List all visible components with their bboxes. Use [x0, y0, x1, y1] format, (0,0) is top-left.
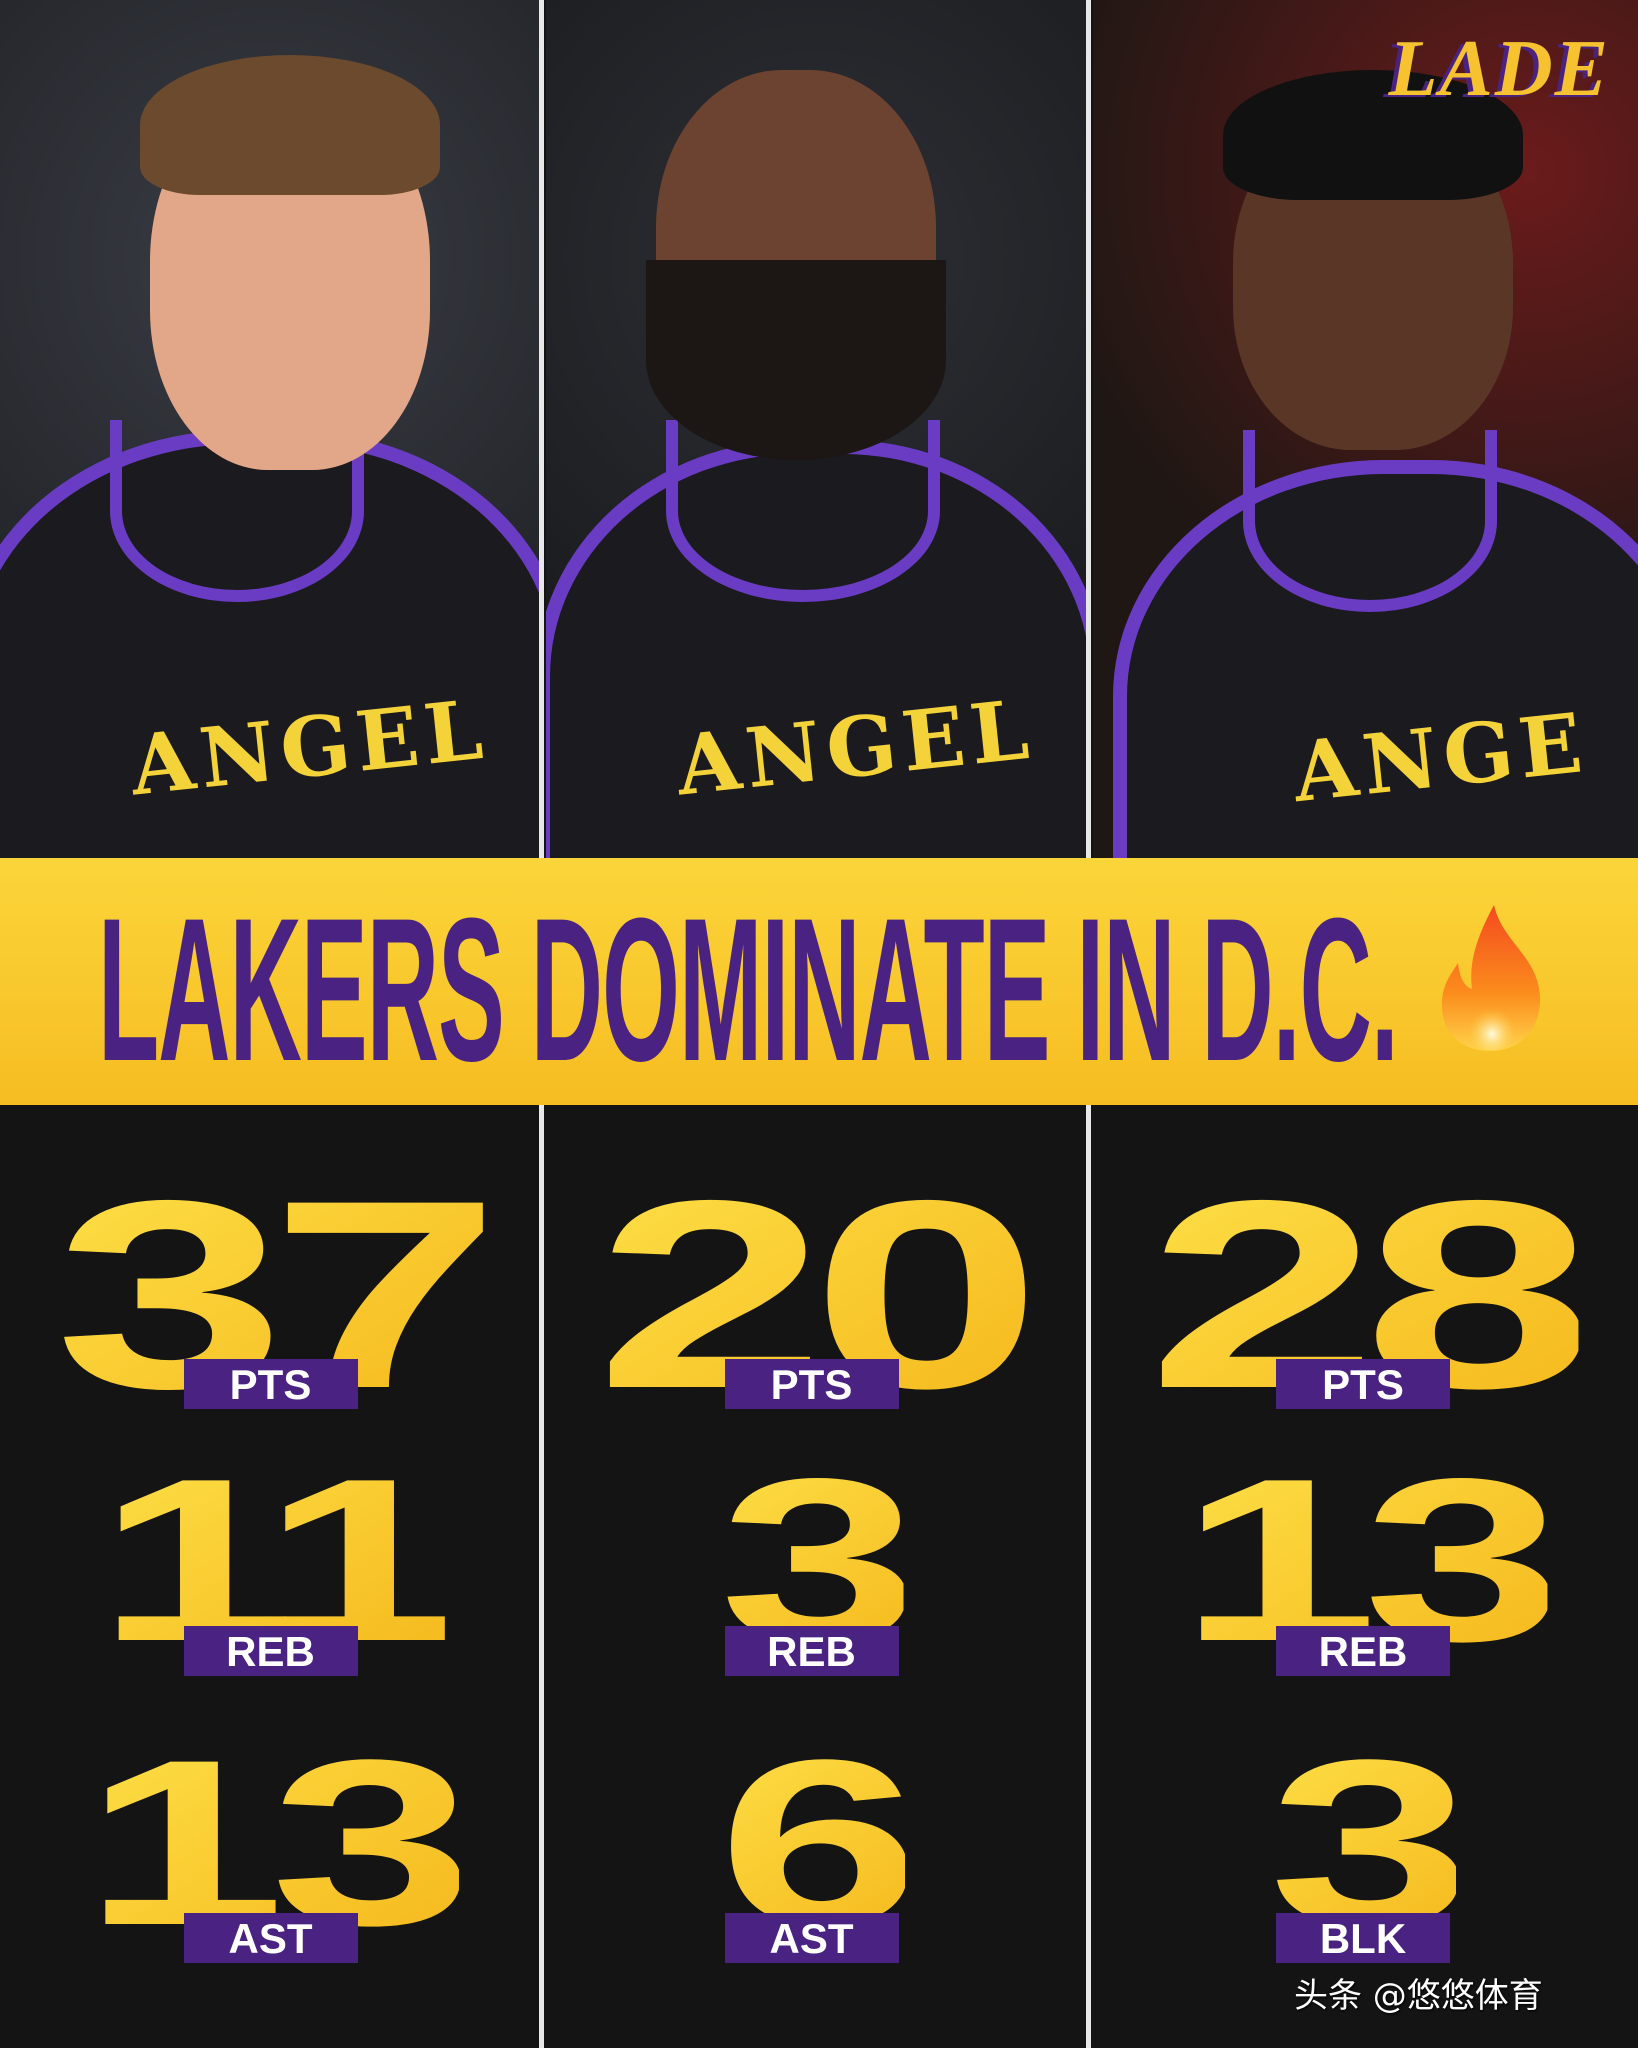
- player-photo-2: ANGEL: [546, 0, 1088, 858]
- stat-label: PTS: [1276, 1359, 1450, 1409]
- player-stats-1: 37 PTS 11 REB 13 AST: [0, 1105, 541, 2048]
- stat-label: REB: [724, 1626, 899, 1676]
- stat-label: AST: [183, 1913, 358, 1963]
- stat-label: REB: [1276, 1626, 1450, 1676]
- stat-label: REB: [183, 1626, 358, 1676]
- player-photo-3: ANGE: [1093, 0, 1638, 858]
- stat-label: BLK: [1276, 1913, 1450, 1963]
- page-title: LAKERS DOMINATE IN D.C.: [98, 876, 1399, 1104]
- player-stats-2: 20 PTS 3 REB 6 AST: [541, 1105, 1082, 2048]
- stat-label: AST: [724, 1913, 899, 1963]
- watermark: 头条 @悠悠体育: [1294, 1976, 1543, 2016]
- fire-icon: [1441, 905, 1541, 1051]
- title-banner: [0, 858, 1638, 1105]
- logo: LADE: [1388, 25, 1610, 113]
- player-photo-1: ANGEL: [0, 0, 541, 858]
- stat-label: PTS: [724, 1359, 899, 1409]
- stat-label: PTS: [183, 1359, 358, 1409]
- player-stats-3: 28 PTS 13 REB 3 BLK: [1088, 1105, 1638, 2048]
